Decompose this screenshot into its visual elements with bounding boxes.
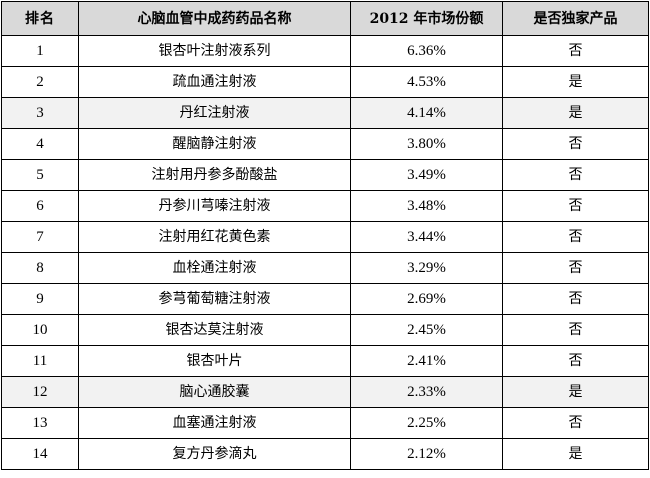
exclusive-cell: 否 <box>502 159 649 191</box>
table-row: 10 银杏达莫注射液 2.45% 否 <box>1 314 649 346</box>
table-row: 5 注射用丹参多酚酸盐 3.49% 否 <box>1 159 649 191</box>
table-row: 9 参芎葡萄糖注射液 2.69% 否 <box>1 283 649 315</box>
market-share-cell: 2.33% <box>350 376 503 408</box>
drug-name-cell: 注射用丹参多酚酸盐 <box>78 159 351 191</box>
rank-cell: 14 <box>1 438 79 470</box>
table-row: 13 血塞通注射液 2.25% 否 <box>1 407 649 439</box>
exclusive-cell: 是 <box>502 66 649 98</box>
header-exclusive: 是否独家产品 <box>502 1 649 36</box>
table-row: 14 复方丹参滴丸 2.12% 是 <box>1 438 649 470</box>
table-row: 3 丹红注射液 4.14% 是 <box>1 97 649 129</box>
exclusive-cell: 否 <box>502 35 649 67</box>
drug-name-cell: 血塞通注射液 <box>78 407 351 439</box>
market-share-cell: 3.80% <box>350 128 503 160</box>
exclusive-cell: 否 <box>502 128 649 160</box>
drug-name-cell: 疏血通注射液 <box>78 66 351 98</box>
market-share-cell: 3.29% <box>350 252 503 284</box>
rank-cell: 4 <box>1 128 79 160</box>
rank-cell: 5 <box>1 159 79 191</box>
rank-cell: 2 <box>1 66 79 98</box>
table-row: 6 丹参川芎嗪注射液 3.48% 否 <box>1 190 649 222</box>
drug-name-cell: 丹红注射液 <box>78 97 351 129</box>
exclusive-cell: 否 <box>502 252 649 284</box>
header-market-share: 2012 年市场份额 <box>350 1 503 36</box>
table-row: 7 注射用红花黄色素 3.44% 否 <box>1 221 649 253</box>
drug-name-cell: 参芎葡萄糖注射液 <box>78 283 351 315</box>
rank-cell: 11 <box>1 345 79 377</box>
table-row: 4 醒脑静注射液 3.80% 否 <box>1 128 649 160</box>
table-row: 2 疏血通注射液 4.53% 是 <box>1 66 649 98</box>
header-row: 排名 心脑血管中成药药品名称 2012 年市场份额 是否独家产品 <box>1 1 649 36</box>
exclusive-cell: 是 <box>502 438 649 470</box>
rank-cell: 13 <box>1 407 79 439</box>
header-drug-name: 心脑血管中成药药品名称 <box>78 1 351 36</box>
drug-name-cell: 丹参川芎嗪注射液 <box>78 190 351 222</box>
rank-cell: 3 <box>1 97 79 129</box>
exclusive-cell: 否 <box>502 190 649 222</box>
rank-cell: 10 <box>1 314 79 346</box>
header-rank: 排名 <box>1 1 79 36</box>
exclusive-cell: 否 <box>502 345 649 377</box>
exclusive-cell: 否 <box>502 283 649 315</box>
rank-cell: 9 <box>1 283 79 315</box>
market-share-cell: 3.44% <box>350 221 503 253</box>
rank-cell: 6 <box>1 190 79 222</box>
table-header: 排名 心脑血管中成药药品名称 2012 年市场份额 是否独家产品 <box>1 1 649 36</box>
exclusive-cell: 否 <box>502 221 649 253</box>
drug-name-cell: 注射用红花黄色素 <box>78 221 351 253</box>
market-share-cell: 2.45% <box>350 314 503 346</box>
market-share-cell: 4.14% <box>350 97 503 129</box>
table-body: 1 银杏叶注射液系列 6.36% 否 2 疏血通注射液 4.53% 是 3 丹红注射液 4.14% 是… <box>1 35 649 470</box>
drug-name-cell: 复方丹参滴丸 <box>78 438 351 470</box>
exclusive-cell: 否 <box>502 314 649 346</box>
market-share-cell: 2.25% <box>350 407 503 439</box>
drug-name-cell: 脑心通胶囊 <box>78 376 351 408</box>
market-share-cell: 3.48% <box>350 190 503 222</box>
market-share-cell: 2.12% <box>350 438 503 470</box>
table-row: 1 银杏叶注射液系列 6.36% 否 <box>1 35 649 67</box>
exclusive-cell: 是 <box>502 97 649 129</box>
market-share-cell: 3.49% <box>350 159 503 191</box>
rank-cell: 7 <box>1 221 79 253</box>
drug-name-cell: 血栓通注射液 <box>78 252 351 284</box>
drug-name-cell: 银杏达莫注射液 <box>78 314 351 346</box>
market-share-cell: 6.36% <box>350 35 503 67</box>
rank-cell: 1 <box>1 35 79 67</box>
rank-cell: 8 <box>1 252 79 284</box>
table-row: 11 银杏叶片 2.41% 否 <box>1 345 649 377</box>
market-share-cell: 4.53% <box>350 66 503 98</box>
drug-name-cell: 银杏叶注射液系列 <box>78 35 351 67</box>
market-share-cell: 2.41% <box>350 345 503 377</box>
table-row: 12 脑心通胶囊 2.33% 是 <box>1 376 649 408</box>
market-share-table: 排名 心脑血管中成药药品名称 2012 年市场份额 是否独家产品 1 银杏叶注射液… <box>1 1 649 470</box>
table-row: 8 血栓通注射液 3.29% 否 <box>1 252 649 284</box>
drug-name-cell: 醒脑静注射液 <box>78 128 351 160</box>
exclusive-cell: 否 <box>502 407 649 439</box>
market-share-cell: 2.69% <box>350 283 503 315</box>
rank-cell: 12 <box>1 376 79 408</box>
drug-name-cell: 银杏叶片 <box>78 345 351 377</box>
exclusive-cell: 是 <box>502 376 649 408</box>
